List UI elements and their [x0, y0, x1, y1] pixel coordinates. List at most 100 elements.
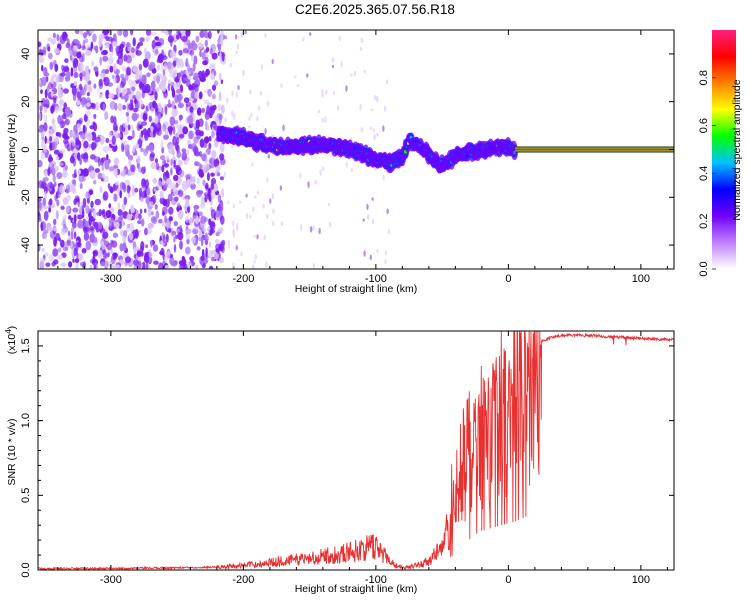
noise-blob	[48, 198, 53, 206]
noise-blob	[128, 159, 132, 167]
noise-blob	[178, 49, 183, 56]
noise-blob	[206, 125, 210, 130]
noise-blob	[68, 261, 73, 268]
noise-blob	[93, 264, 97, 269]
noise-blob	[245, 193, 248, 198]
noise-blob	[50, 105, 55, 114]
noise-blob	[211, 121, 216, 129]
noise-blob	[168, 99, 171, 107]
noise-blob	[217, 204, 222, 212]
noise-blob	[49, 142, 53, 151]
noise-blob	[155, 106, 158, 117]
spectrogram-y-ticks: -40 -20 0 20 40	[20, 48, 674, 253]
noise-blob	[204, 39, 208, 47]
noise-blob	[101, 172, 105, 179]
noise-blob	[185, 216, 189, 223]
noise-blob	[86, 44, 91, 49]
noise-blob	[136, 155, 141, 164]
snr-series-line	[38, 331, 674, 570]
noise-blob	[40, 89, 43, 94]
noise-blob	[66, 71, 71, 80]
noise-blob	[82, 197, 87, 208]
noise-blob	[90, 200, 94, 208]
noise-blob	[90, 102, 96, 108]
spectrogram-x-tick-label: -300	[100, 273, 122, 285]
noise-blob	[204, 232, 208, 238]
noise-blob	[92, 250, 97, 255]
noise-blob	[264, 33, 267, 38]
noise-blob	[220, 79, 224, 84]
noise-blob	[161, 49, 164, 57]
noise-blob	[77, 253, 83, 261]
noise-blob	[48, 226, 53, 232]
noise-blob	[161, 164, 165, 173]
noise-blob	[384, 250, 388, 255]
noise-blob	[89, 225, 95, 231]
noise-blob	[198, 237, 202, 242]
noise-blob	[366, 203, 369, 211]
spectrogram-y-tick-label: -20	[20, 189, 32, 205]
noise-blob	[130, 207, 135, 214]
noise-blob	[94, 136, 101, 143]
noise-blob	[156, 64, 160, 71]
noise-blob	[76, 214, 84, 220]
noise-blob	[224, 117, 227, 123]
noise-blob	[58, 162, 64, 167]
noise-blob	[63, 166, 68, 172]
noise-blob	[88, 211, 92, 216]
noise-blob	[161, 84, 167, 92]
noise-blob	[160, 76, 168, 82]
noise-blob	[219, 142, 225, 153]
noise-blob	[72, 94, 77, 101]
colorbar-ticks: 0.0 0.2 0.4 0.6 0.8	[698, 70, 716, 277]
noise-blob	[184, 174, 191, 179]
noise-blob	[217, 103, 221, 112]
noise-blob	[133, 246, 137, 255]
noise-blob	[189, 255, 195, 262]
noise-blob	[128, 232, 134, 241]
noise-blob	[57, 114, 62, 125]
noise-blob	[253, 260, 256, 264]
noise-blob	[173, 159, 176, 168]
noise-blob	[134, 150, 138, 156]
noise-blob	[109, 187, 114, 194]
noise-blob	[196, 107, 202, 116]
noise-blob	[60, 262, 67, 268]
noise-blob	[74, 30, 80, 35]
noise-blob	[43, 169, 49, 177]
noise-blob	[199, 91, 203, 100]
noise-blob	[86, 97, 91, 104]
noise-blob	[79, 83, 83, 91]
noise-blob	[72, 45, 79, 52]
noise-blob	[159, 196, 165, 205]
noise-blob	[150, 126, 154, 132]
noise-blob	[68, 50, 73, 56]
noise-blob	[210, 209, 216, 219]
noise-blob	[189, 49, 195, 57]
noise-blob	[163, 62, 168, 71]
noise-blob	[154, 41, 162, 47]
noise-blob	[126, 223, 130, 233]
noise-blob	[73, 214, 77, 224]
noise-blob	[314, 180, 317, 185]
noise-blob	[266, 100, 270, 107]
noise-blob	[119, 190, 122, 199]
noise-blob	[205, 53, 209, 58]
noise-blob	[189, 216, 193, 226]
noise-blob	[70, 131, 76, 137]
noise-blob	[167, 250, 171, 257]
noise-blob	[202, 30, 208, 35]
noise-blob	[207, 30, 212, 40]
noise-blob	[232, 228, 235, 235]
noise-blob	[321, 93, 324, 98]
noise-blob	[111, 135, 116, 145]
noise-blob	[50, 141, 57, 151]
noise-blob	[362, 218, 365, 222]
noise-blob	[121, 168, 127, 178]
noise-blob	[196, 78, 200, 85]
noise-blob	[150, 106, 155, 113]
noise-blob	[164, 30, 170, 35]
noise-blob	[248, 125, 251, 129]
noise-blob	[229, 62, 232, 68]
